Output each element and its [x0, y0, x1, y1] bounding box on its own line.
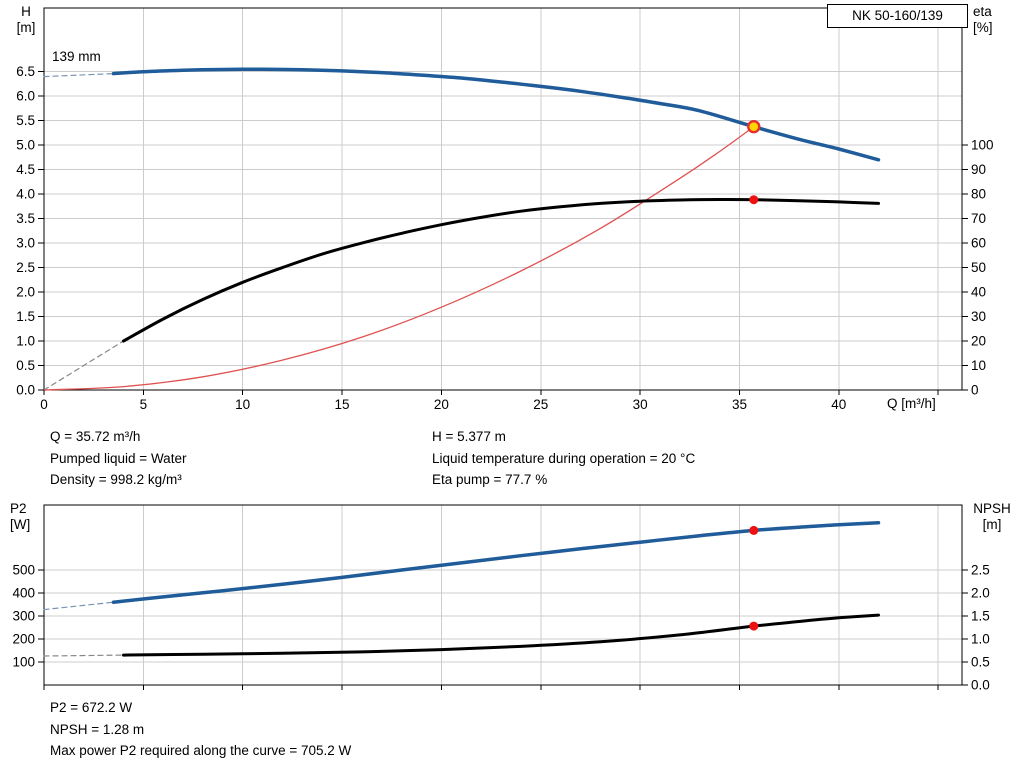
svg-text:300: 300 — [12, 608, 35, 623]
svg-text:0.5: 0.5 — [16, 358, 35, 373]
svg-text:80: 80 — [971, 187, 986, 202]
svg-text:2.0: 2.0 — [971, 585, 990, 600]
svg-text:0: 0 — [971, 383, 979, 398]
svg-text:500: 500 — [12, 562, 35, 577]
info-npsh: NPSH = 1.28 m — [50, 721, 145, 737]
svg-text:5.0: 5.0 — [16, 138, 35, 153]
p2-leader — [43, 601, 115, 611]
svg-text:10: 10 — [971, 358, 986, 373]
svg-text:6.0: 6.0 — [16, 89, 35, 104]
info-liquid-temperature: Liquid temperature during operation = 20… — [432, 450, 696, 466]
svg-text:6.5: 6.5 — [16, 64, 35, 79]
duty-point-npsh — [749, 621, 759, 631]
info-eta-pump: Eta pump = 77.7 % — [432, 472, 548, 488]
svg-text:15: 15 — [335, 397, 350, 412]
svg-text:0.0: 0.0 — [971, 678, 990, 693]
svg-text:0.0: 0.0 — [16, 383, 35, 398]
svg-text:1.0: 1.0 — [971, 631, 990, 646]
info-density: Density = 998.2 kg/m³ — [50, 472, 182, 488]
svg-text:2.0: 2.0 — [16, 285, 35, 300]
eta-leader — [43, 340, 125, 391]
svg-text:1.0: 1.0 — [16, 334, 35, 349]
qh-left-axis-title: H [m] — [6, 4, 46, 36]
svg-text:10: 10 — [235, 397, 250, 412]
svg-text:35: 35 — [732, 397, 747, 412]
operating-info-right: H = 5.377 m Liquid temperature during op… — [432, 426, 695, 491]
eta-axis-label: eta — [973, 4, 992, 19]
svg-text:30: 30 — [971, 309, 986, 324]
svg-text:200: 200 — [12, 631, 35, 646]
p2-left-axis-title: P2 [W] — [10, 501, 50, 533]
svg-text:0: 0 — [40, 397, 48, 412]
h-axis-label: H — [21, 4, 31, 19]
svg-text:100: 100 — [12, 654, 35, 669]
svg-text:5: 5 — [140, 397, 148, 412]
duty-point-eta — [749, 195, 759, 205]
npsh-leader — [43, 654, 125, 657]
info-pumped-liquid: Pumped liquid = Water — [50, 450, 187, 466]
svg-text:2.5: 2.5 — [16, 260, 35, 275]
head-curve — [111, 67, 881, 162]
svg-text:40: 40 — [971, 285, 986, 300]
qh-right-axis-title: eta [%] — [973, 4, 1021, 36]
svg-text:20: 20 — [971, 334, 986, 349]
system-curve — [43, 126, 755, 391]
head-leader — [43, 73, 115, 78]
svg-text:70: 70 — [971, 211, 986, 226]
duty-point-qh — [747, 119, 761, 134]
info-p2: P2 = 672.2 W — [50, 700, 133, 715]
duty-point-p2 — [749, 525, 759, 535]
svg-text:90: 90 — [971, 162, 986, 177]
svg-text:1.5: 1.5 — [971, 608, 990, 623]
svg-text:3.5: 3.5 — [16, 211, 35, 226]
svg-text:0.5: 0.5 — [971, 654, 990, 669]
svg-text:4.0: 4.0 — [16, 187, 35, 202]
eta-curve — [122, 197, 880, 343]
svg-text:30: 30 — [633, 397, 648, 412]
pump-model-badge: NK 50-160/139 — [827, 4, 968, 28]
svg-text:20: 20 — [434, 397, 449, 412]
npsh-curve — [122, 613, 880, 657]
info-h: H = 5.377 m — [432, 429, 506, 444]
impeller-diameter-label: 139 mm — [52, 49, 101, 64]
h-axis-unit: [m] — [16, 20, 36, 35]
npsh-axis-label: NPSH — [973, 501, 1011, 516]
result-info: P2 = 672.2 W NPSH = 1.28 m Max power P2 … — [50, 697, 351, 762]
npsh-axis-unit: [m] — [982, 517, 1002, 532]
svg-text:60: 60 — [971, 236, 986, 251]
svg-text:400: 400 — [12, 585, 35, 600]
svg-text:5.5: 5.5 — [16, 113, 35, 128]
svg-text:4.5: 4.5 — [16, 162, 35, 177]
p2-curve — [111, 521, 881, 604]
info-q: Q = 35.72 m³/h — [50, 429, 141, 444]
npsh-right-axis-title: NPSH [m] — [966, 501, 1018, 533]
p2npsh-chart: 100 200 300 400 500 0.0 0.5 1.0 1.5 2.0 2.5 — [12, 504, 990, 693]
eta-axis-unit: [%] — [973, 20, 993, 35]
svg-text:3.0: 3.0 — [16, 236, 35, 251]
info-max-power: Max power P2 required along the curve = … — [50, 743, 352, 759]
svg-text:40: 40 — [831, 397, 846, 412]
svg-text:50: 50 — [971, 260, 986, 275]
svg-text:100: 100 — [971, 138, 994, 153]
svg-text:1.5: 1.5 — [16, 309, 35, 324]
qh-chart: 0.0 0.5 1.0 1.5 2.0 2.5 3.0 3.5 4.0 4.5 5.0 5.5 6.0 6… — [16, 7, 994, 412]
operating-info-left: Q = 35.72 m³/h Pumped liquid = Water Den… — [50, 426, 186, 491]
svg-text:25: 25 — [533, 397, 548, 412]
p2-axis-label: P2 — [10, 501, 27, 516]
q-axis-label: Q [m³/h] — [887, 396, 936, 411]
p2-axis-unit: [W] — [10, 517, 31, 532]
svg-text:2.5: 2.5 — [971, 562, 990, 577]
